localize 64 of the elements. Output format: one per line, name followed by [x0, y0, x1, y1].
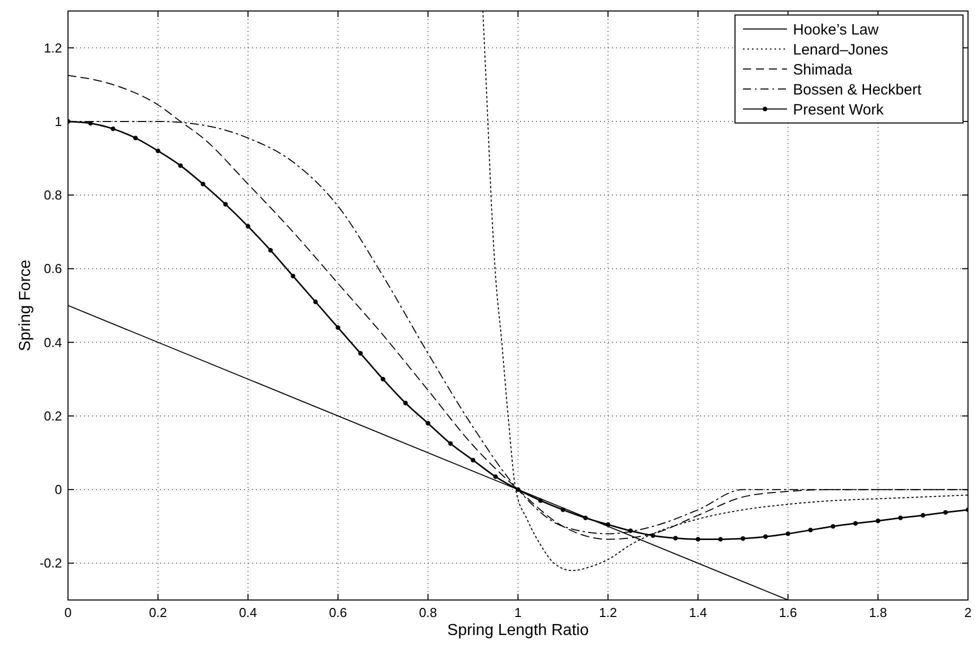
point: [718, 536, 723, 542]
point: [876, 518, 880, 524]
point: [178, 163, 183, 168]
legend-label: Shimada: [793, 61, 853, 78]
point: [313, 300, 318, 304]
point: [830, 524, 836, 529]
point: [740, 536, 746, 541]
y-tick-label: 0.6: [44, 261, 62, 276]
point: [403, 400, 408, 406]
point: [200, 182, 206, 186]
point: [560, 508, 566, 512]
x-tick-label: 1: [514, 605, 522, 620]
x-tick-label: 1.8: [868, 605, 888, 620]
point: [650, 533, 656, 538]
point: [246, 224, 250, 229]
x-tick-label: 0.4: [238, 605, 258, 620]
point: [920, 513, 926, 518]
legend-label: Present Work: [793, 101, 884, 118]
y-axis-title: Spring Force: [17, 260, 34, 352]
point: [358, 351, 363, 356]
point: [673, 536, 678, 540]
x-axis-title: Spring Length Ratio: [447, 622, 589, 639]
point: [290, 274, 296, 278]
y-tick-label: -0.2: [40, 556, 62, 571]
legend-label: Lenard–Jones: [793, 41, 888, 58]
point: [336, 325, 340, 330]
point: [516, 487, 520, 492]
x-tick-label: 1.4: [688, 605, 708, 620]
y-tick-label: 1.2: [44, 40, 62, 56]
point: [133, 136, 138, 140]
point: [448, 441, 453, 446]
point: [110, 126, 116, 132]
point: [943, 510, 948, 515]
point: [223, 202, 228, 207]
point: [583, 516, 588, 520]
point: [696, 536, 700, 542]
point: [426, 421, 430, 426]
point: [493, 474, 498, 479]
y-tick-label: 0.2: [44, 408, 62, 424]
point: [786, 531, 790, 536]
point: [606, 522, 610, 527]
point: [156, 148, 160, 154]
legend-label: Bossen & Heckbert: [793, 81, 922, 98]
point: [763, 534, 768, 539]
x-tick-label: 1.2: [598, 605, 618, 620]
y-tick-label: 0.8: [44, 188, 62, 203]
point: [628, 528, 633, 534]
y-tick-label: 0.4: [44, 334, 62, 350]
x-tick-label: 2: [964, 605, 972, 620]
point: [380, 376, 386, 382]
y-tick-label: 0: [54, 482, 62, 498]
x-tick-label: 0.6: [328, 605, 348, 620]
x-tick-label: 0: [64, 605, 72, 620]
point: [808, 528, 813, 532]
point: [268, 248, 273, 253]
x-tick-label: 0.8: [418, 605, 438, 620]
x-tick-label: 0.2: [148, 605, 168, 620]
y-tick-label: 1: [54, 114, 62, 129]
point: [470, 458, 476, 462]
x-tick-label: 1.6: [778, 605, 798, 620]
point: [538, 498, 543, 503]
point: [898, 516, 903, 520]
legend-label: Hooke’s Law: [793, 21, 879, 38]
point: [853, 521, 858, 526]
